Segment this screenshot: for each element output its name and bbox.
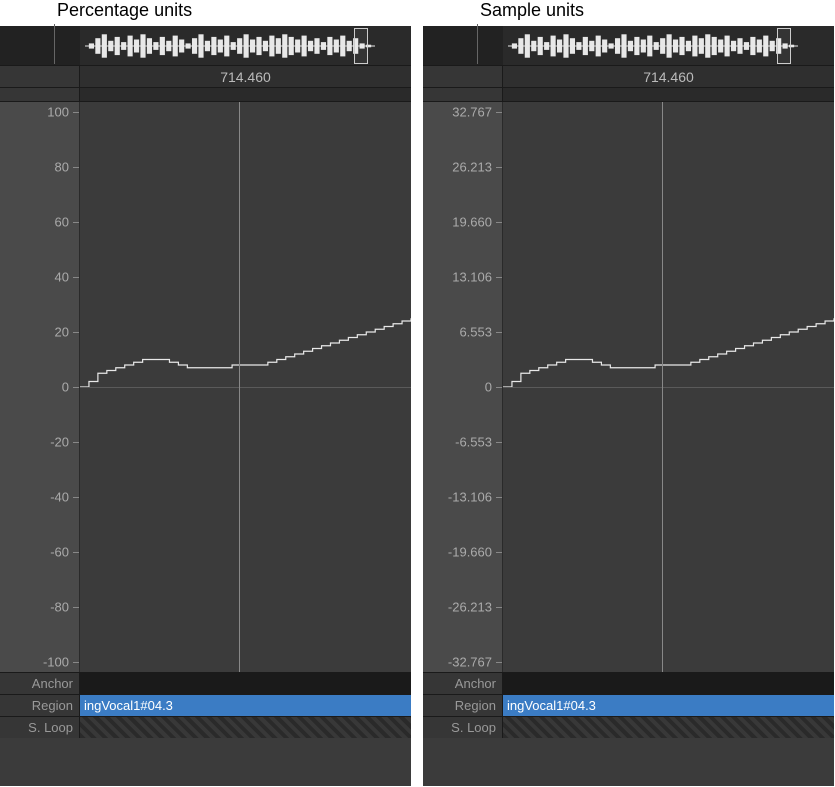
sloop-label: S. Loop [423,717,503,738]
anchor-value[interactable] [80,673,411,694]
editor-panel-percentage: 714.460 100 80 60 40 20 0 -20 -40 -60 -80 -100 Anc… [0,26,411,786]
y-tick-label: 0 [9,380,69,395]
timeline-value: 714.460 [80,66,411,87]
waveform-area[interactable] [503,102,834,672]
y-tick-label: -26.213 [432,600,492,615]
callout-sample-units: Sample units [423,0,834,26]
playhead[interactable] [662,102,663,672]
y-tick-label: 6.553 [432,325,492,340]
y-tick-label: -32.767 [432,655,492,670]
y-tick-label: -6.553 [432,435,492,450]
y-tick-label: -20 [9,435,69,450]
timeline-strip: 714.460 [423,66,834,88]
y-tick-label: 20 [9,325,69,340]
sloop-label: S. Loop [0,717,80,738]
y-axis-sample: 32.767 26.213 19.660 13.106 6.553 0 -6.553 -13.… [423,102,503,672]
overview-waveform [508,31,798,61]
anchor-label: Anchor [0,673,80,694]
region-label: Region [0,695,80,716]
overview-waveform [85,31,375,61]
y-tick-label: -13.106 [432,490,492,505]
zero-line [80,387,411,388]
sloop-value[interactable] [503,717,834,738]
ruler-strip [423,88,834,102]
callout-percentage-units: Percentage units [0,0,411,26]
overview-selection-box[interactable] [354,28,368,64]
y-tick-label: 26.213 [432,160,492,175]
y-axis-percentage: 100 80 60 40 20 0 -20 -40 -60 -80 -100 [0,102,80,672]
y-tick-label: -80 [9,600,69,615]
ruler-strip [0,88,411,102]
y-tick-label: 80 [9,160,69,175]
timeline-strip: 714.460 [0,66,411,88]
footer: Anchor Region ingVocal1#04.3 S. Loop [423,672,834,738]
y-tick-label: 60 [9,215,69,230]
timeline-value: 714.460 [503,66,834,87]
y-tick-label: 100 [9,105,69,120]
playhead[interactable] [239,102,240,672]
y-tick-label: -100 [9,655,69,670]
waveform-area[interactable] [80,102,411,672]
y-tick-label: 13.106 [432,270,492,285]
y-tick-label: 0 [432,380,492,395]
zero-line [503,387,834,388]
overview-selection-box[interactable] [777,28,791,64]
region-value[interactable]: ingVocal1#04.3 [80,695,411,716]
y-tick-label: 40 [9,270,69,285]
region-value[interactable]: ingVocal1#04.3 [503,695,834,716]
overview-strip[interactable] [0,26,411,66]
y-tick-label: -40 [9,490,69,505]
footer: Anchor Region ingVocal1#04.3 S. Loop [0,672,411,738]
y-tick-label: 19.660 [432,215,492,230]
y-tick-label: -60 [9,545,69,560]
y-tick-label: -19.660 [432,545,492,560]
region-label: Region [423,695,503,716]
anchor-label: Anchor [423,673,503,694]
anchor-value[interactable] [503,673,834,694]
callout-line-right [477,24,478,64]
sloop-value[interactable] [80,717,411,738]
overview-strip[interactable] [423,26,834,66]
callout-line-left [54,24,55,64]
y-tick-label: 32.767 [432,105,492,120]
editor-panel-sample: 714.460 32.767 26.213 19.660 13.106 6.553 0 -6… [423,26,834,786]
